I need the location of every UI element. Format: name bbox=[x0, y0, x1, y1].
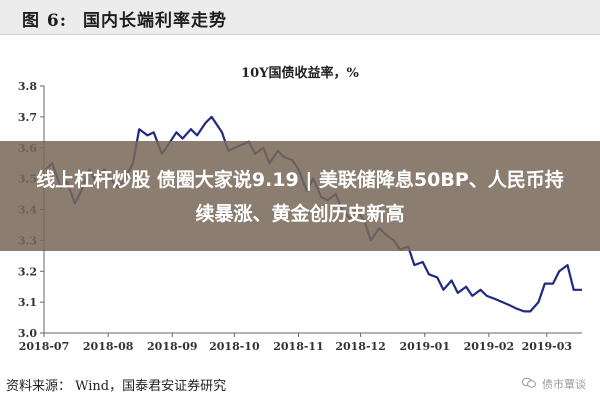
y-tick-label: 3.2 bbox=[18, 265, 37, 278]
x-tick-label: 2018-09 bbox=[147, 340, 198, 353]
figure-label: 图 6: bbox=[22, 11, 68, 31]
watermark: 债市覃谈 bbox=[521, 376, 586, 392]
x-axis: 2018-07 2018-08 2018-09 2018-10 2018-11 2018-… bbox=[19, 332, 582, 353]
weixin-icon bbox=[521, 377, 540, 391]
watermark-text: 债市覃谈 bbox=[542, 378, 586, 391]
x-tick-label: 2018-11 bbox=[273, 340, 324, 353]
figure-header: 图 6: 国内长端利率走势 bbox=[0, 0, 600, 35]
chart-title: 10Y国债收益率，% bbox=[241, 66, 359, 81]
x-tick-label: 2018-07 bbox=[19, 340, 70, 353]
y-tick-label: 3.8 bbox=[18, 80, 37, 93]
x-tick-label: 2019-02 bbox=[464, 340, 515, 353]
figure-title: 图 6: 国内长端利率走势 bbox=[22, 6, 227, 31]
x-tick-label: 2019-01 bbox=[399, 340, 450, 353]
y-tick-label: 3.7 bbox=[18, 111, 37, 124]
headline-text[interactable]: 线上杠杆炒股 债圈大家说9.19 | 美联储降息50BP、人民币持续暴涨、黄金创… bbox=[36, 169, 564, 225]
x-tick-label: 2018-10 bbox=[209, 340, 260, 353]
headline-overlay[interactable]: 线上杠杆炒股 债圈大家说9.19 | 美联储降息50BP、人民币持续暴涨、黄金创… bbox=[0, 141, 600, 251]
y-tick-label: 3.0 bbox=[18, 327, 37, 340]
source-note: 资料来源： Wind，国泰君安证券研究 bbox=[6, 379, 227, 394]
x-tick-label: 2018-12 bbox=[335, 340, 386, 353]
x-tick-label: 2019-03 bbox=[522, 340, 573, 353]
x-tick-label: 2018-08 bbox=[83, 340, 134, 353]
figure-title-text: 国内长端利率走势 bbox=[83, 11, 228, 31]
y-tick-label: 3.1 bbox=[18, 296, 37, 309]
